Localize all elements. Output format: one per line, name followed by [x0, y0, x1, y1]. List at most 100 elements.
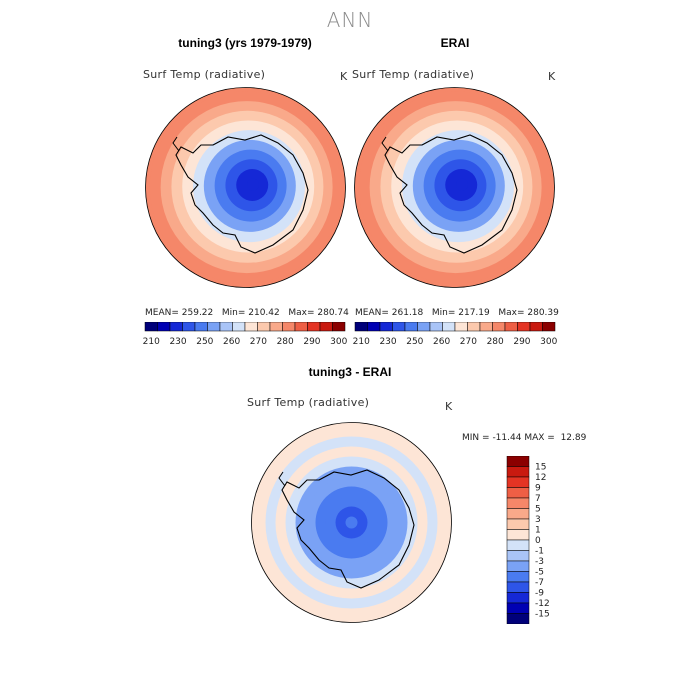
min-label: Min= — [431, 308, 456, 318]
colorbar-swatch — [244, 322, 258, 332]
antarctica-outline — [381, 134, 518, 254]
colorbar-tick-label: 7 — [535, 494, 541, 504]
variable-label: Surf Temp (radiative) — [247, 396, 370, 409]
colorbar-tick-label: 260 — [433, 337, 450, 347]
colorbar-swatch — [479, 322, 493, 332]
colorbar-tick-label: -5 — [535, 568, 544, 578]
colorbar-tick-label: -15 — [535, 610, 550, 620]
colorbar-tick-label: 300 — [330, 337, 347, 347]
colorbar-swatch — [169, 322, 183, 332]
field-ring — [247, 178, 260, 191]
colorbar-swatch — [529, 322, 543, 332]
max-label: Max= — [498, 308, 525, 318]
antarctica-outline — [172, 134, 309, 254]
field-ring — [345, 516, 358, 529]
mean-label: MEAN= — [355, 308, 389, 318]
colorbar-swatch — [157, 322, 171, 332]
colorbar-tick-label: 280 — [487, 337, 504, 347]
colorbar-swatch — [506, 456, 530, 467]
colorbar-swatch — [232, 322, 246, 332]
colorbar-swatch — [404, 322, 418, 332]
colorbar-swatch — [517, 322, 531, 332]
max-value: 280.39 — [527, 308, 559, 318]
map-boundary — [145, 87, 346, 288]
colorbar-swatch — [379, 322, 393, 332]
colorbar-tick-label: -3 — [535, 557, 544, 567]
colorbar-swatch — [506, 613, 530, 624]
peninsula-coast — [278, 471, 286, 487]
panel-title: tuning3 - ERAI — [308, 365, 392, 379]
colorbar-tick-label: 230 — [379, 337, 396, 347]
peninsula-coast — [172, 136, 180, 152]
panel-title: tuning3 (yrs 1979-1979) — [178, 36, 312, 50]
colorbar-swatch — [506, 592, 530, 604]
colorbar-tick-label: 290 — [513, 337, 530, 347]
colorbar-tick-label: 210 — [353, 337, 370, 347]
colorbar-swatch — [144, 322, 158, 332]
colorbar-swatch — [454, 322, 468, 332]
max-value: 280.74 — [317, 308, 349, 318]
units-label: K — [445, 400, 453, 413]
colorbar-swatch — [492, 322, 506, 332]
colorbar-tick-label: 290 — [303, 337, 320, 347]
colorbar-swatch — [294, 322, 308, 332]
colorbar-swatch — [504, 322, 518, 332]
colorbar-swatch — [417, 322, 431, 332]
map-field — [251, 422, 452, 623]
colorbar-swatch — [542, 322, 556, 332]
stats-line: MEAN= 259.22 Min= 210.42 Max= 280.74 — [145, 308, 349, 318]
colorbar-swatch — [506, 602, 530, 614]
mean-value: 261.18 — [391, 308, 424, 318]
colorbar-swatch — [319, 322, 333, 332]
colorbar-tick-label: 270 — [250, 337, 267, 347]
colorbar-tick-label: 300 — [540, 337, 557, 347]
min-label: MIN = — [462, 433, 490, 443]
max-label: Max= — [288, 308, 315, 318]
colorbar-tick-label: 9 — [535, 484, 541, 494]
colorbar-tick-label: 12 — [535, 473, 546, 483]
colorbar-swatch — [392, 322, 406, 332]
map-field — [145, 87, 346, 288]
variable-label: Surf Temp (radiative) — [143, 68, 266, 81]
colorbar-swatch — [182, 322, 196, 332]
colorbar-swatch — [506, 539, 530, 551]
colorbar-swatch — [429, 322, 443, 332]
colorbar-tick-label: 1 — [535, 526, 541, 536]
stats-line: MIN = -11.44 MAX = 12.89 — [462, 433, 586, 443]
min-value: 217.19 — [458, 308, 490, 318]
colorbar-tick-label: 3 — [535, 515, 541, 525]
colorbar-swatch — [354, 322, 368, 332]
colorbar-swatch — [257, 322, 271, 332]
colorbar-swatch — [506, 518, 530, 530]
max-label: MAX = — [524, 433, 555, 443]
colorbar-tick-label: -1 — [535, 547, 544, 557]
coastline — [384, 134, 518, 254]
min-value: 210.42 — [248, 308, 280, 318]
colorbar-swatch — [506, 581, 530, 593]
colorbar-tick-label: 250 — [406, 337, 423, 347]
colorbar-swatch — [506, 497, 530, 509]
min-label: Min= — [221, 308, 246, 318]
colorbar-tick-label: 270 — [460, 337, 477, 347]
map-boundary — [354, 87, 555, 288]
units-label: K — [340, 70, 348, 83]
colorbar-tick-label: 230 — [169, 337, 186, 347]
colorbar-tick-label: -12 — [535, 599, 550, 609]
colorbar-swatch — [506, 560, 530, 572]
colorbar-swatch — [219, 322, 233, 332]
variable-label: Surf Temp (radiative) — [352, 68, 475, 81]
stats-line: MEAN= 261.18 Min= 217.19 Max= 280.39 — [355, 308, 559, 318]
colorbar-tick-label: 15 — [535, 463, 546, 473]
colorbar-swatch — [506, 550, 530, 562]
min-value: -11.44 — [492, 433, 522, 443]
colorbar-swatch — [506, 529, 530, 541]
figure-suptitle: ANN — [326, 8, 374, 32]
colorbar-swatch — [467, 322, 481, 332]
colorbar-swatch — [506, 466, 530, 478]
colorbar-swatch — [442, 322, 456, 332]
colorbar-swatch — [282, 322, 296, 332]
colorbar-tick-label: 5 — [535, 505, 541, 515]
units-label: K — [548, 70, 556, 83]
colorbar-swatch — [269, 322, 283, 332]
